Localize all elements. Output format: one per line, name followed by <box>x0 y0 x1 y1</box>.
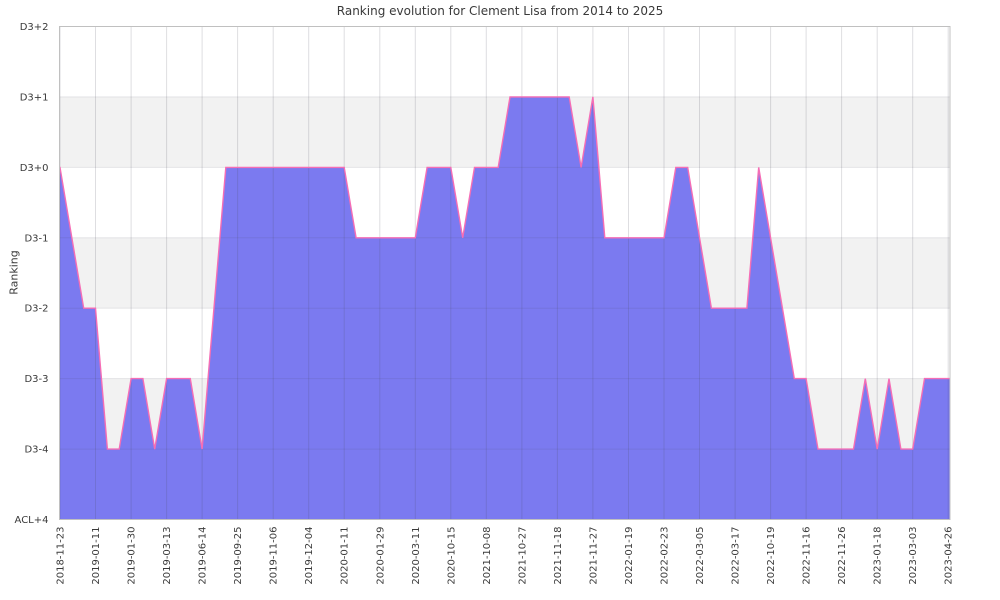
y-tick-label: D3+0 <box>20 163 49 174</box>
x-tick-label: 2022-02-23 <box>660 527 671 585</box>
x-tick-label: 2022-03-05 <box>695 527 706 585</box>
x-tick-label: 2022-01-19 <box>624 527 635 585</box>
plot-frame <box>59 26 951 520</box>
x-tick-label: 2020-01-29 <box>375 527 386 585</box>
x-tick-label: 2022-03-17 <box>731 527 742 585</box>
x-tick-label: 2023-01-18 <box>873 527 884 585</box>
x-tick-label: 2019-09-25 <box>233 527 244 585</box>
x-tick-label: 2022-11-16 <box>802 527 813 585</box>
y-tick-label: D3-2 <box>24 304 48 315</box>
x-tick-label: 2022-11-26 <box>837 527 848 585</box>
x-tick-label: 2019-06-14 <box>198 527 209 585</box>
x-tick-label: 2021-10-08 <box>482 527 493 585</box>
y-tick-label: D3-1 <box>24 233 48 244</box>
x-tick-label: 2021-11-18 <box>553 527 564 585</box>
x-tick-label: 2019-01-30 <box>127 527 138 585</box>
ranking-area-fill <box>59 96 950 520</box>
chart-title: Ranking evolution for Clement Lisa from … <box>336 4 664 18</box>
plot-band-row <box>59 26 950 97</box>
x-tick-label: 2021-11-27 <box>588 527 599 585</box>
x-tick-label: 2020-01-11 <box>340 527 351 585</box>
x-tick-label: 2018-11-23 <box>56 527 67 585</box>
ranking-line <box>59 96 950 450</box>
y-tick-label: D3-3 <box>24 374 48 385</box>
y-tick-label: D3+2 <box>20 22 49 33</box>
x-tick-label: 2020-03-11 <box>411 527 422 585</box>
x-tick-label: 2020-10-15 <box>446 527 457 585</box>
x-tick-label: 2019-11-06 <box>269 527 280 585</box>
x-tick-label: 2019-03-13 <box>162 527 173 585</box>
y-tick-label: ACL+4 <box>15 515 49 526</box>
x-tick-label: 2019-01-11 <box>91 527 102 585</box>
x-tick-label: 2022-10-19 <box>766 527 777 585</box>
x-tick-label: 2023-03-03 <box>908 527 919 585</box>
y-tick-label: D3+1 <box>20 92 49 103</box>
x-tick-label: 2021-10-27 <box>517 527 528 585</box>
y-tick-label: D3-4 <box>24 445 48 456</box>
x-tick-label: 2019-12-04 <box>304 527 315 585</box>
x-tick-label: 2023-04-26 <box>944 527 955 585</box>
